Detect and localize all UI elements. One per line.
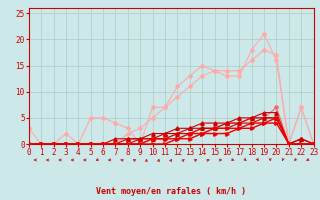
Text: Vent moyen/en rafales ( km/h ): Vent moyen/en rafales ( km/h ) [96,187,246,196]
